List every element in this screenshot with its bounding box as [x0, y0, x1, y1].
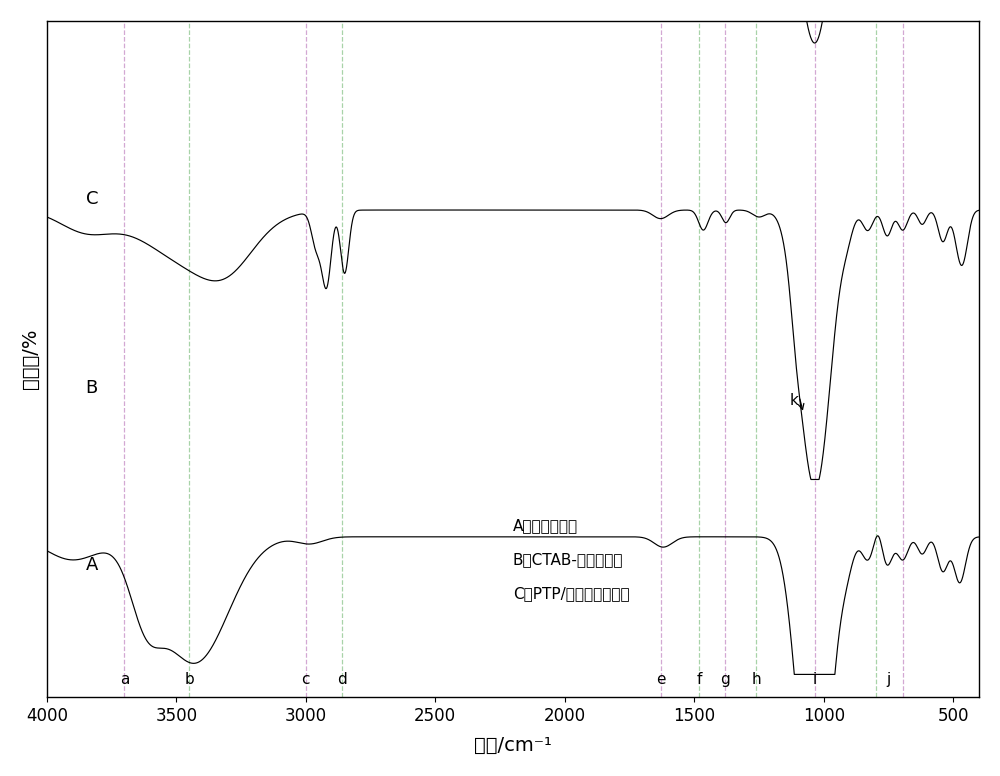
Text: e: e — [656, 671, 665, 687]
Text: f: f — [697, 671, 702, 687]
Text: h: h — [752, 671, 761, 687]
Text: a: a — [120, 671, 129, 687]
Text: A: A — [86, 556, 98, 574]
Text: g: g — [720, 671, 730, 687]
X-axis label: 波数/cm⁻¹: 波数/cm⁻¹ — [474, 736, 552, 755]
Y-axis label: 透过率/%: 透过率/% — [21, 329, 40, 390]
Text: c: c — [302, 671, 310, 687]
Text: i: i — [813, 671, 817, 687]
Text: A：微晶白云母: A：微晶白云母 — [513, 518, 578, 533]
Text: d: d — [337, 671, 347, 687]
Text: j: j — [886, 671, 891, 687]
Text: b: b — [184, 671, 194, 687]
Text: k: k — [790, 393, 798, 408]
Text: C：PTP/有机微晶白云母: C：PTP/有机微晶白云母 — [513, 587, 630, 601]
Text: B: B — [86, 379, 98, 397]
Text: C: C — [86, 189, 98, 207]
Text: B：CTAB-微晶白云母: B：CTAB-微晶白云母 — [513, 553, 623, 567]
